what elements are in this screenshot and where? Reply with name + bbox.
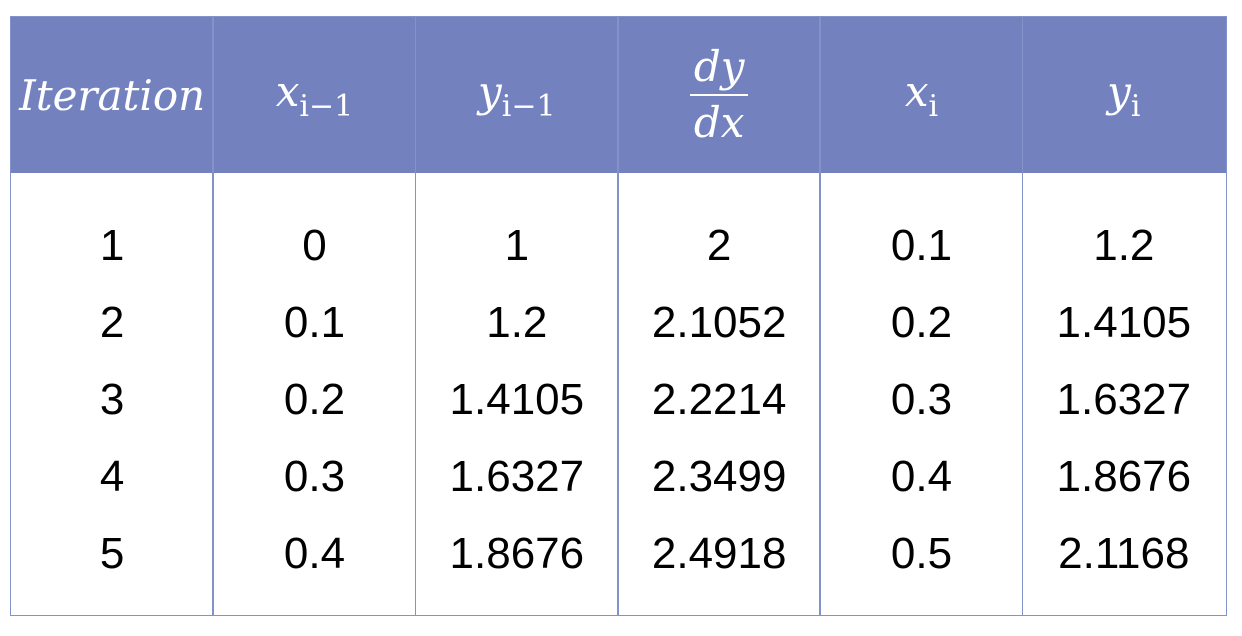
cell: 2.1168 <box>1058 528 1190 578</box>
column-divider <box>1021 17 1024 615</box>
cell: 2.1052 <box>651 297 787 347</box>
cell: 1.6327 <box>449 451 585 501</box>
header-cell: yi <box>1023 17 1225 173</box>
cell: 0.2 <box>890 297 953 347</box>
numerator: dy <box>689 46 749 96</box>
cell: 5 <box>99 528 125 578</box>
subscript: i−1 <box>501 88 556 124</box>
header-cell: dy dx <box>618 17 820 173</box>
cell: 0.3 <box>283 451 346 501</box>
header-text: xi <box>905 67 938 124</box>
column-divider <box>819 17 821 615</box>
symbol: x <box>904 66 929 116</box>
cell: 3 <box>99 374 125 424</box>
cell: 4 <box>99 451 125 501</box>
cell: 0.4 <box>283 528 346 578</box>
cell: 1 <box>504 220 530 270</box>
header-text: xi−1 <box>276 67 354 124</box>
subscript: i <box>928 88 939 124</box>
symbol: Iteration <box>19 70 206 120</box>
cell: 1.4105 <box>1056 297 1192 347</box>
cell: 1.6327 <box>1056 374 1192 424</box>
cell: 0.3 <box>890 374 953 424</box>
cell: 2.3499 <box>651 451 787 501</box>
column-divider <box>617 17 619 615</box>
cell: 2 <box>706 220 732 270</box>
denominator: dx <box>693 98 745 147</box>
cell: 1 <box>99 220 125 270</box>
symbol: y <box>1107 66 1131 116</box>
cell: 0.5 <box>890 528 953 578</box>
cell: 2.2214 <box>651 374 787 424</box>
table: Iteration xi−1 yi−1 dy dx xi yi 1 0 1 2 0.1 1.2 2 0.1 1… <box>10 16 1227 616</box>
header-text: Iteration <box>19 71 205 120</box>
subscript: i <box>1130 88 1141 124</box>
cell: 1.4105 <box>449 374 585 424</box>
header-text: yi <box>1107 67 1140 124</box>
header-text: yi−1 <box>478 67 556 124</box>
header-cell: yi−1 <box>416 17 618 173</box>
header-cell: xi−1 <box>213 17 415 173</box>
cell: 1.8676 <box>449 528 585 578</box>
cell: 2 <box>99 297 125 347</box>
cell: 2.4918 <box>651 528 787 578</box>
symbol: y <box>478 66 502 116</box>
cell: 0 <box>302 220 327 270</box>
cell: 1.2 <box>486 297 548 347</box>
fraction: dy dx <box>689 46 749 147</box>
column-divider <box>414 17 417 615</box>
cell: 1.2 <box>1093 220 1155 270</box>
header-cell: Iteration <box>11 17 213 173</box>
subscript: i−1 <box>299 88 354 124</box>
cell: 0.4 <box>890 451 953 501</box>
cell: 1.8676 <box>1056 451 1192 501</box>
column-divider <box>212 17 214 615</box>
cell: 0.2 <box>283 374 346 424</box>
cell: 0.1 <box>283 297 346 347</box>
cell: 0.1 <box>890 220 953 270</box>
header-cell: xi <box>820 17 1022 173</box>
symbol: x <box>275 66 300 116</box>
